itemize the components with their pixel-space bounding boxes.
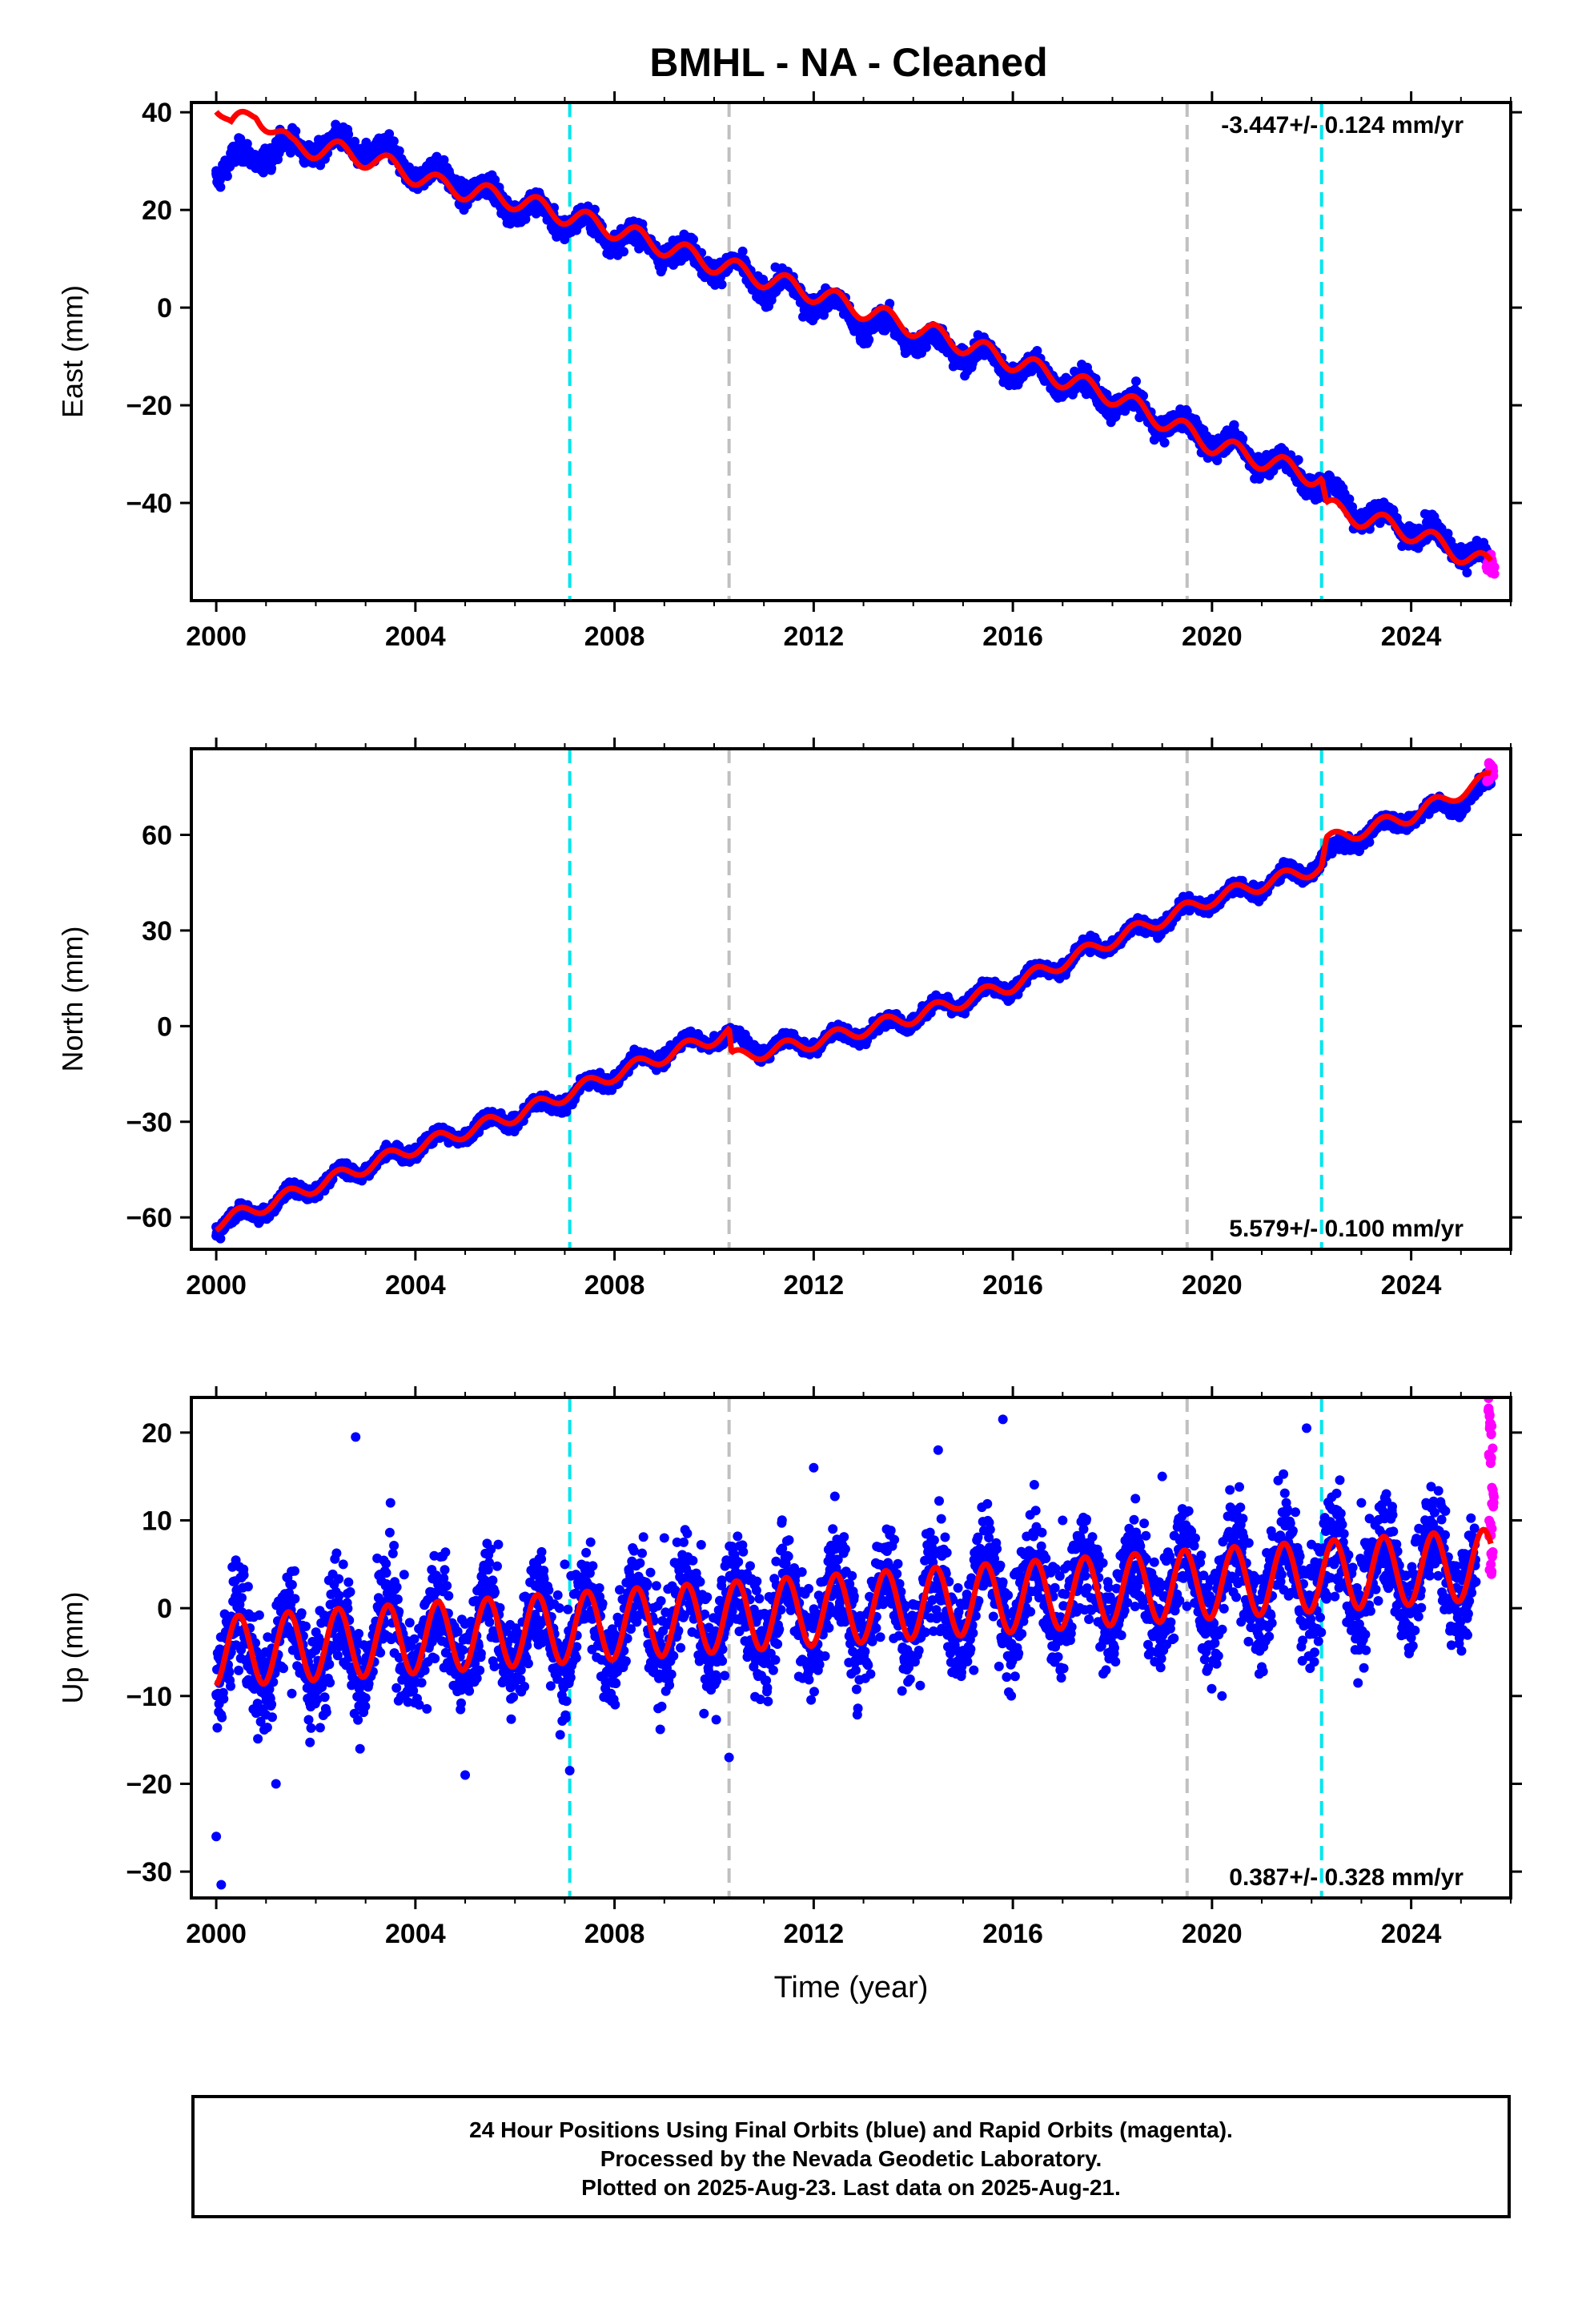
- plot-frame: [190, 101, 1512, 602]
- x-tick-label: 2016: [982, 621, 1043, 652]
- data-point-key: [1257, 454, 1267, 464]
- data-point-key: [211, 166, 222, 176]
- data-point-key: [360, 141, 371, 151]
- data-point: [242, 139, 252, 149]
- data-point: [215, 182, 226, 192]
- y-tick-label: 20: [142, 195, 172, 226]
- data-point-key: [410, 166, 420, 176]
- data-point: [388, 136, 399, 147]
- data-point: [439, 155, 449, 165]
- data-point-key: [1207, 434, 1217, 444]
- x-tick-label: 2004: [385, 621, 446, 652]
- y-tick-label: −20: [126, 391, 172, 421]
- chart-title: BMHL - NA - Cleaned: [649, 40, 1047, 85]
- data-point-key: [1157, 415, 1167, 425]
- data-point: [394, 146, 404, 156]
- x-tick-label: 2020: [1182, 621, 1243, 652]
- data-point-key: [261, 146, 271, 156]
- y-axis-label: East (mm): [56, 285, 89, 418]
- data-point: [222, 171, 232, 181]
- data-point: [1293, 455, 1303, 465]
- data-point: [619, 247, 628, 257]
- data-point-key: [709, 259, 719, 269]
- panel-east: 2000 2004 2008 2012 2016 2020 2024 −40 −20 0 20 40 E…: [56, 91, 1522, 652]
- data-point: [689, 234, 698, 244]
- data-point: [1159, 437, 1170, 448]
- x-tick-label: 2012: [784, 621, 845, 652]
- data-point: [384, 129, 395, 139]
- data-point: [1462, 568, 1472, 577]
- data-point-key: [1456, 541, 1466, 552]
- data-point: [291, 126, 301, 136]
- data-point-key: [1356, 508, 1367, 518]
- data-point: [490, 175, 500, 185]
- data-point: [1238, 433, 1248, 444]
- y-tick-label: 40: [142, 98, 172, 128]
- x-tick-label: 2024: [1381, 621, 1442, 652]
- data-point: [1344, 494, 1355, 505]
- rapid-point: [1489, 562, 1500, 573]
- y-tick-label: 0: [157, 293, 172, 324]
- panel-north: 2000 2004 2008 2012 2016 2020 2024−60−3003060N…: [56, 738, 1522, 1301]
- plot-area-north: [211, 749, 1499, 1249]
- rate-annotation: -3.447+/- 0.124 mm/yr: [1221, 112, 1464, 139]
- data-point-key: [460, 180, 471, 191]
- data-point: [864, 335, 874, 345]
- data-point: [737, 246, 748, 256]
- data-point: [1131, 376, 1141, 387]
- series-final-orbits: [211, 767, 1496, 1244]
- data-point: [235, 134, 246, 144]
- y-tick-label: −40: [126, 489, 172, 519]
- x-tick-label: 2000: [186, 621, 247, 652]
- data-point: [921, 342, 931, 352]
- data-point: [1212, 456, 1223, 465]
- data-point: [717, 279, 727, 290]
- series-final-orbits: [211, 119, 1496, 577]
- data-point-key: [1406, 522, 1416, 533]
- data-point-key: [311, 141, 321, 151]
- plot-area-east: [211, 103, 1500, 601]
- data-point: [343, 129, 354, 139]
- x-tick-label: 2008: [584, 621, 645, 652]
- data-point: [1032, 346, 1042, 356]
